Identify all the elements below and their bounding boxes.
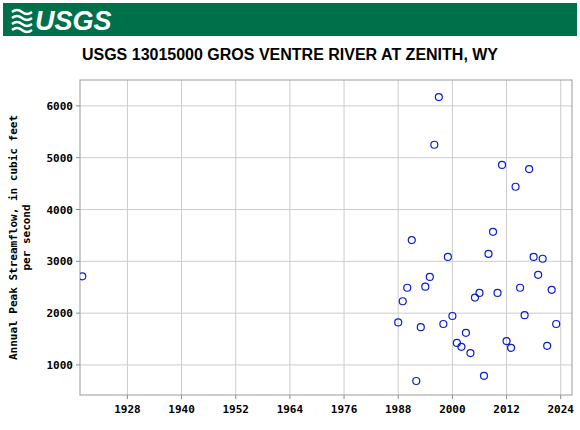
tick	[452, 395, 453, 399]
point	[458, 343, 465, 350]
point	[553, 321, 560, 328]
header-bar	[3, 3, 577, 36]
tick	[289, 395, 290, 399]
tick-label: 1000	[47, 359, 74, 372]
tick-label: 1988	[385, 403, 412, 416]
tick	[76, 313, 80, 314]
point	[539, 255, 546, 262]
grid-line	[235, 80, 236, 395]
tick	[76, 105, 80, 106]
point	[494, 289, 501, 296]
tick-label: 1952	[222, 403, 249, 416]
grid-line	[80, 209, 572, 210]
grid-line	[344, 80, 345, 395]
point	[399, 298, 406, 305]
tick	[127, 395, 128, 399]
plot-frame	[80, 80, 572, 395]
tick-label: 2012	[493, 403, 520, 416]
tick-label: 3000	[47, 255, 74, 268]
tick-label: 1928	[114, 403, 141, 416]
point	[480, 372, 487, 379]
tick-label: 1940	[168, 403, 195, 416]
tick	[76, 157, 80, 158]
tick	[398, 395, 399, 399]
grid-line	[80, 105, 572, 106]
point	[508, 344, 515, 351]
grid-line	[560, 80, 561, 395]
logo-text: USGS	[35, 6, 112, 36]
point	[512, 183, 519, 190]
tick-label: 2000	[439, 403, 466, 416]
tick-label: 1976	[331, 403, 358, 416]
grid-line	[398, 80, 399, 395]
tick-label: 4000	[47, 204, 74, 217]
tick-label: 5000	[47, 152, 74, 165]
tick	[76, 261, 80, 262]
grid-line	[80, 157, 572, 158]
point	[426, 273, 433, 280]
point	[408, 237, 415, 244]
tick-label: 6000	[47, 100, 74, 113]
tick	[181, 395, 182, 399]
tick	[235, 395, 236, 399]
grid-line	[80, 313, 572, 314]
point	[435, 94, 442, 101]
tick	[560, 395, 561, 399]
point	[462, 329, 469, 336]
logo-icon	[12, 10, 32, 32]
chart: USGS USGS 13015000 GROS VENTRE RIVER AT Z…	[0, 0, 580, 430]
point	[453, 339, 460, 346]
point	[485, 250, 492, 257]
grid-line	[452, 80, 453, 395]
point	[526, 166, 533, 173]
point	[80, 273, 86, 280]
grid-line	[181, 80, 182, 395]
point	[413, 378, 420, 385]
grid-line	[80, 364, 572, 365]
point	[521, 312, 528, 319]
grid-line	[127, 80, 128, 395]
tick	[76, 209, 80, 210]
tick	[506, 395, 507, 399]
point	[395, 319, 402, 326]
point	[422, 283, 429, 290]
point	[449, 312, 456, 319]
tick	[76, 364, 80, 365]
title: USGS 13015000 GROS VENTRE RIVER AT ZENIT…	[82, 46, 498, 63]
point	[517, 284, 524, 291]
point	[431, 141, 438, 148]
point	[476, 289, 483, 296]
tick-label: 2000	[47, 307, 74, 320]
point	[530, 253, 537, 260]
point	[544, 342, 551, 349]
point	[503, 338, 510, 345]
point	[440, 321, 447, 328]
point	[499, 161, 506, 168]
points	[80, 94, 560, 385]
tick	[344, 395, 345, 399]
point	[467, 350, 474, 357]
point	[417, 324, 424, 331]
point	[535, 271, 542, 278]
point	[404, 284, 411, 291]
grid-line	[80, 261, 572, 262]
tick-label: 2024	[547, 403, 574, 416]
y-axis-label: Annual Peak Streamflow, in cubic feetper…	[7, 115, 33, 360]
point	[444, 253, 451, 260]
tick-label: 1964	[277, 403, 304, 416]
grid-line	[506, 80, 507, 395]
point	[490, 228, 497, 235]
point	[548, 286, 555, 293]
grid-line	[289, 80, 290, 395]
